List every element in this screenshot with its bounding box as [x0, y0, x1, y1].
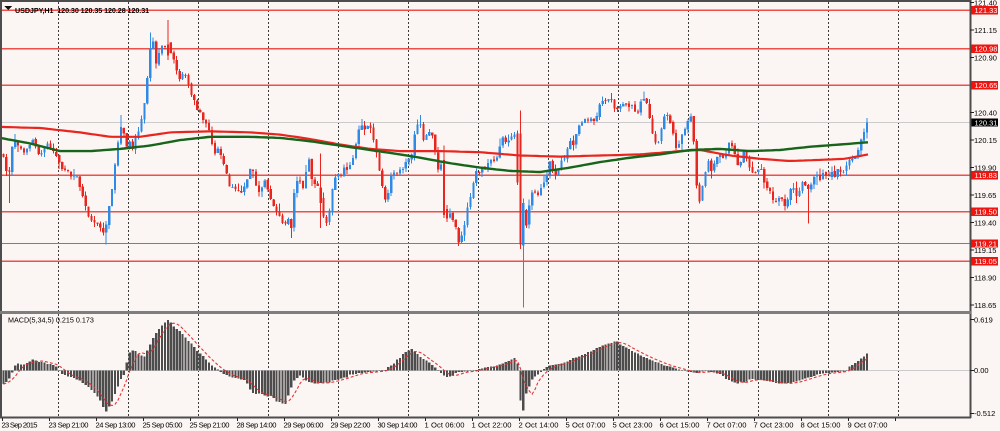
- svg-text:119.05: 119.05: [975, 257, 997, 266]
- svg-text:1 Oct 22:00: 1 Oct 22:00: [472, 421, 512, 430]
- svg-text:25 Sep 05:00: 25 Sep 05:00: [143, 421, 183, 430]
- svg-text:118.65: 118.65: [974, 301, 996, 310]
- svg-text:119.50: 119.50: [975, 207, 997, 216]
- svg-text:29 Sep 06:00: 29 Sep 06:00: [284, 421, 324, 430]
- svg-text:120.31: 120.31: [975, 118, 998, 127]
- svg-text:120.15: 120.15: [974, 136, 997, 145]
- svg-text:30 Sep 14:00: 30 Sep 14:00: [378, 421, 418, 430]
- svg-text:119.83: 119.83: [975, 171, 997, 180]
- svg-text:1 Oct 06:00: 1 Oct 06:00: [425, 421, 465, 430]
- svg-text:5 Oct 23:00: 5 Oct 23:00: [613, 421, 653, 430]
- svg-text:120.40: 120.40: [974, 108, 997, 117]
- svg-text:24 Sep 13:00: 24 Sep 13:00: [96, 421, 136, 430]
- svg-text:9 Oct 07:00: 9 Oct 07:00: [848, 421, 888, 430]
- svg-text:119.15: 119.15: [974, 246, 996, 255]
- svg-text:121.40: 121.40: [974, 0, 997, 7]
- svg-text:119.21: 119.21: [975, 239, 997, 248]
- svg-text:25 Sep 21:00: 25 Sep 21:00: [190, 421, 230, 430]
- svg-text:119.40: 119.40: [974, 218, 996, 227]
- svg-text:119.90: 119.90: [974, 163, 996, 172]
- svg-text:6 Oct 15:00: 6 Oct 15:00: [660, 421, 700, 430]
- svg-text:121.15: 121.15: [974, 26, 997, 35]
- svg-text:7 Oct 23:00: 7 Oct 23:00: [754, 421, 794, 430]
- svg-text:5 Oct 07:00: 5 Oct 07:00: [566, 421, 606, 430]
- svg-text:29 Sep 22:00: 29 Sep 22:00: [331, 421, 371, 430]
- svg-text:0.619: 0.619: [974, 315, 993, 324]
- svg-text:120.90: 120.90: [974, 53, 997, 62]
- svg-text:119.65: 119.65: [974, 191, 996, 200]
- svg-text:23 Sep 21:00: 23 Sep 21:00: [49, 421, 89, 430]
- svg-text:-0.512: -0.512: [974, 409, 995, 418]
- svg-text:USDJPY,H1 120.30 120.35 120.2: USDJPY,H1 120.30 120.35 120.28 120.31: [15, 6, 149, 15]
- svg-text:MACD(5,34,5) 0.215 0.173: MACD(5,34,5) 0.215 0.173: [8, 315, 94, 324]
- svg-text:7 Oct 07:00: 7 Oct 07:00: [707, 421, 747, 430]
- svg-text:0.00: 0.00: [974, 366, 989, 375]
- svg-text:120.98: 120.98: [975, 45, 998, 54]
- svg-text:121.33: 121.33: [975, 6, 998, 15]
- svg-text:118.90: 118.90: [974, 273, 996, 282]
- svg-text:120.65: 120.65: [975, 81, 998, 90]
- svg-text:2 Oct 14:00: 2 Oct 14:00: [519, 421, 559, 430]
- svg-text:28 Sep 14:00: 28 Sep 14:00: [237, 421, 277, 430]
- svg-text:8 Oct 15:00: 8 Oct 15:00: [801, 421, 841, 430]
- svg-text:23 Sep 2015: 23 Sep 2015: [2, 421, 38, 430]
